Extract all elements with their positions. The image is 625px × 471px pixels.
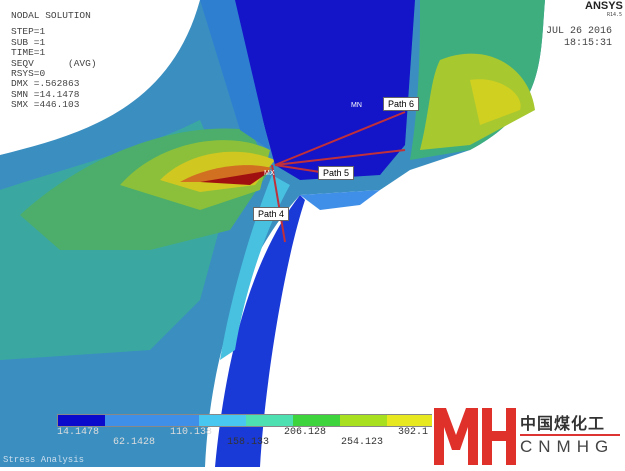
legend-label: 62.1428 — [113, 437, 156, 448]
path-5b-line — [274, 164, 321, 173]
color-legend-bar — [57, 414, 435, 427]
legend-swatch — [58, 415, 105, 426]
ansys-logo: ANSYS — [585, 0, 623, 12]
legend-label: 110.138 — [170, 427, 213, 438]
legend-label: 302.1 — [398, 427, 429, 438]
column-dark-blue — [230, 0, 415, 180]
legend-label: 206.128 — [284, 427, 327, 438]
info-line: DMX =.562863 — [11, 78, 80, 90]
ansys-version: R14.5 — [607, 12, 623, 18]
path-4-line — [271, 164, 286, 243]
path-4-label: Path 4 — [253, 207, 290, 221]
logo-divider — [520, 434, 620, 436]
logo-chinese-text: 中国煤化工 — [520, 414, 606, 433]
info-line: SMX =446.103 — [11, 99, 80, 111]
solution-info: NODAL SOLUTION STEP=1 SUB =1 TIME=1 SEQV… — [11, 10, 97, 111]
legend-label: 254.123 — [341, 437, 384, 448]
mh-logo-mark — [434, 408, 516, 465]
legend-swatch — [152, 415, 199, 426]
legend-swatch — [246, 415, 293, 426]
path-6-line — [274, 111, 406, 166]
right-wall-orange — [470, 79, 521, 125]
region-max-red — [200, 170, 272, 185]
path-5-line — [274, 149, 406, 166]
timestamp: JUL 26 2016 18:15:31 — [540, 26, 612, 50]
info-line: TIME=1 — [11, 47, 46, 59]
info-line: SEQV (AVG) — [11, 57, 97, 69]
info-line: NODAL SOLUTION — [11, 10, 91, 21]
legend-swatch — [387, 415, 434, 426]
inner-curve-cyan — [220, 175, 290, 360]
time: 18:15:31 — [563, 38, 612, 49]
date: JUL 26 2016 — [545, 26, 612, 37]
max-marker: MX — [264, 170, 275, 177]
legend-swatch — [105, 415, 152, 426]
legend-label: 158.133 — [227, 437, 270, 448]
path-lines — [271, 111, 406, 243]
legend-swatch — [340, 415, 387, 426]
path-6-label: Path 6 — [383, 97, 420, 111]
path-5-label: Path 5 — [318, 166, 355, 180]
analysis-title: Stress Analysis — [3, 455, 85, 465]
logo-english-text: CNMHG — [520, 437, 615, 456]
column-blue — [200, 0, 270, 150]
info-line: SMN =14.1478 — [11, 88, 80, 100]
legend-swatch — [293, 415, 340, 426]
inner-curve-strip — [215, 195, 305, 467]
legend-label: 14.1478 — [57, 427, 100, 438]
info-line: RSYS=0 — [11, 68, 46, 80]
legend-swatch — [199, 415, 246, 426]
info-line: STEP=1 — [11, 26, 46, 38]
min-marker: MN — [351, 102, 362, 109]
info-line: SUB =1 — [11, 36, 46, 48]
lower-light — [300, 190, 380, 210]
watermark-logo — [432, 405, 625, 467]
